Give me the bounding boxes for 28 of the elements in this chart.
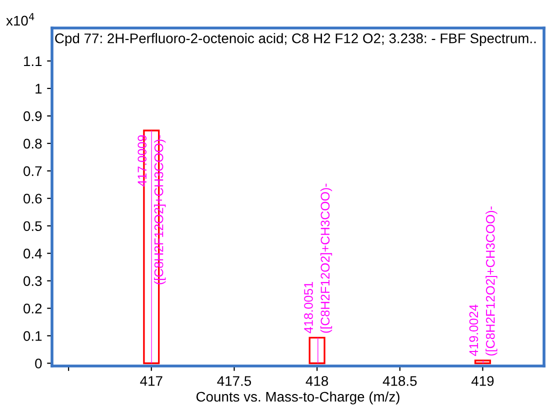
annotation: 417.0009 bbox=[138, 135, 147, 187]
y-tick-label: 1.1 bbox=[24, 56, 42, 66]
annotation: ([C8H2F12O2]+CH3COO)- bbox=[486, 206, 498, 356]
y-tick-label: 0.3 bbox=[24, 276, 42, 286]
annotation: ([C8H2F12O2]+CH3COO)- bbox=[154, 135, 166, 284]
y-tick-label: 0 bbox=[35, 358, 42, 368]
y-tick-label: 1 bbox=[36, 84, 42, 94]
y-tick-label: 0.1 bbox=[24, 331, 42, 341]
annotation: ([C8H2F12O2]+CH3COO)- bbox=[320, 184, 332, 333]
y-tick-label: 0.2 bbox=[24, 304, 42, 314]
bar bbox=[474, 360, 491, 364]
x-tick-label: 418 bbox=[306, 376, 328, 386]
x-tick-label: 418.5 bbox=[382, 376, 417, 386]
x-tick-label: 419 bbox=[471, 376, 494, 386]
y-tick-label: 0.4 bbox=[24, 248, 42, 259]
chart-title: Cpd 77: 2H-Perfluoro-2-octenoic acid; C8 H2 F12 O2; 3.238: - FBF Spectrum.. bbox=[55, 33, 536, 46]
y-tick-label: 0.9 bbox=[24, 111, 42, 122]
bar bbox=[308, 336, 326, 364]
text: x10$^{4}$ bbox=[6, 13, 34, 26]
y-tick-label: 0.8 bbox=[24, 138, 42, 149]
y-tick-label: 0.6 bbox=[24, 194, 42, 204]
x-tick-label: 417.5 bbox=[217, 376, 252, 386]
y-tick-label: 0.7 bbox=[24, 166, 42, 176]
annotation: 418.0051 bbox=[304, 282, 313, 334]
annotation: 419.0024 bbox=[469, 304, 478, 356]
x-tick-label: 417 bbox=[140, 376, 162, 386]
x-axis-title: Counts vs. Mass-to-Charge (m/z) bbox=[196, 391, 400, 404]
y-tick-label: 0.5 bbox=[24, 221, 42, 232]
